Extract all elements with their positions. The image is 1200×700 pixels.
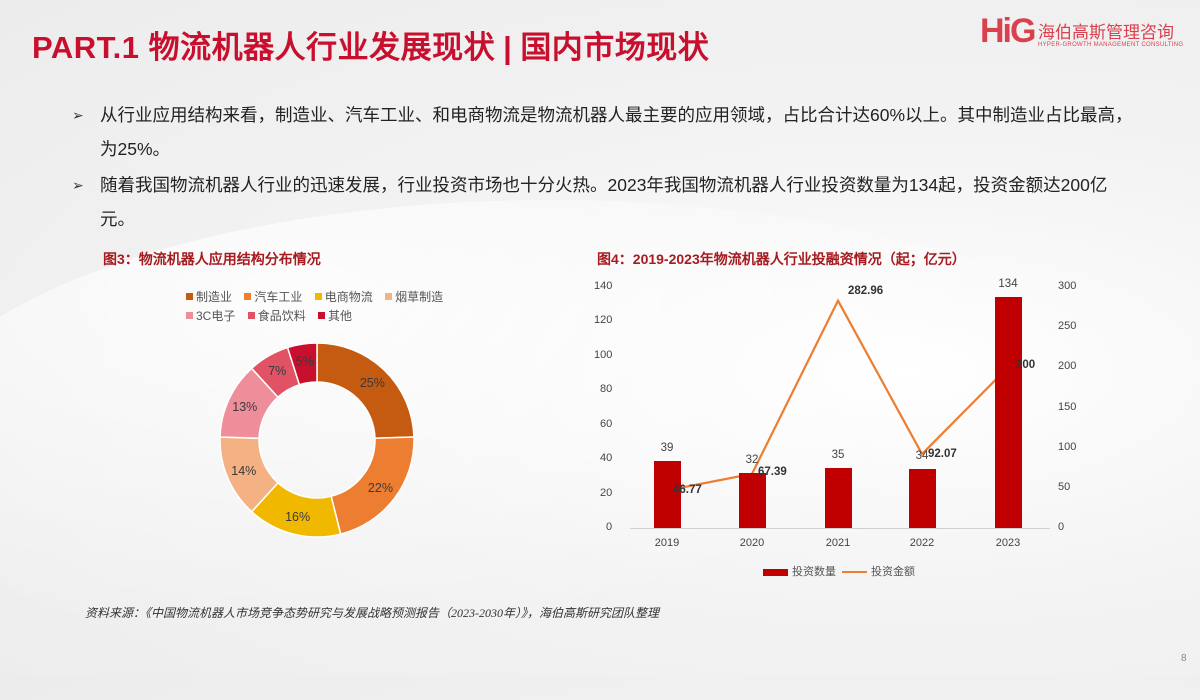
line-value-label: 67.39 [758,465,787,478]
bullet-item: ➢ 从行业应用结构来看，制造业、汽车工业、和电商物流是物流机器人最主要的应用领域… [70,98,1140,166]
legend-swatch-icon [385,293,393,301]
bar-value-label: 134 [998,278,1018,291]
y-left-tick: 140 [594,280,613,292]
bar-investment-count [825,467,852,528]
y-right-tick: 300 [1058,280,1077,292]
donut-slice-label: 16% [285,510,310,524]
bar-investment-count [909,469,936,528]
logo-mark-icon: HiG [980,12,1036,50]
donut-slice-label: 13% [232,400,257,414]
legend-item: 制造业 [186,288,232,307]
legend-swatch-icon [314,293,322,301]
donut-chart: 25% 22% 16% 14% 13% 7% 5% [219,342,415,538]
legend-item: 烟草制造 [385,288,443,307]
figure4-title: 图4：2019-2023年物流机器人行业投融资情况（起；亿元） [597,251,966,267]
bar-value-label: 32 [745,453,759,466]
y-right-tick: 50 [1058,480,1071,493]
donut-slice-label: 25% [360,376,385,390]
y-right-tick: 0 [1058,521,1065,533]
x-tick: 2023 [995,537,1021,549]
x-axis-line [630,528,1050,529]
bullet-text: 从行业应用结构来看，制造业、汽车工业、和电商物流是物流机器人最主要的应用领域，占… [100,105,1133,159]
title-separator: | [503,30,513,65]
bullet-item: ➢ 随着我国物流机器人行业的迅速发展，行业投资市场也十分火热。2023年我国物流… [70,168,1140,236]
y-right-tick: 150 [1058,400,1077,413]
page-title: PART.1 物流机器人行业发展现状 | 国内市场现状 [32,22,709,67]
y-left-tick: 120 [594,314,613,327]
donut-slice-label: 14% [231,464,256,478]
y-right-tick: 250 [1058,320,1077,333]
x-tick: 2020 [739,537,765,549]
page-number: 8 [1181,653,1187,664]
donut-slice-label: 5% [296,354,314,368]
bar-value-label: 34 [915,450,929,463]
x-tick: 2022 [909,537,935,549]
legend-swatch-icon [247,312,255,320]
legend-swatch-icon [186,312,193,320]
y-left-tick: 100 [594,348,613,361]
donut-slice [286,342,318,386]
legend-swatch-icon [186,293,193,301]
donut-slice-label: 22% [368,481,393,495]
arrow-bullet-icon: ➢ [72,177,84,193]
bar-investment-count [995,297,1022,528]
legend-swatch-icon [318,312,326,320]
bar-investment-count [654,460,681,528]
combo-chart: 0 20 40 60 80 100 120 140 0 50 100 150 200 250 300 2019… [590,275,1076,555]
legend-item: 3C电子 [186,307,235,326]
legend-item: 电商物流 [314,288,373,307]
title-sub: 国内市场现状 [520,30,710,65]
legend-line-label: 投资金额 [871,566,915,578]
source-note: 资料来源：《中国物流机器人市场竞争态势研究与发展战略预测报告（2023-2030… [85,606,660,620]
line-value-label: 92.07 [928,448,957,461]
donut-legend: 制造业 汽车工业 电商物流 烟草制造 3C电子 食品饮料 其他 [186,288,466,326]
bullet-list: ➢ 从行业应用结构来看，制造业、汽车工业、和电商物流是物流机器人最主要的应用领域… [70,98,1140,238]
donut-slice [316,342,415,439]
bullet-text: 随着我国物流机器人行业的迅速发展，行业投资市场也十分火热。2023年我国物流机器… [100,175,1108,229]
y-right-tick: 200 [1058,360,1077,373]
legend-item: 其他 [318,307,352,326]
arrow-bullet-icon: ➢ [72,107,84,123]
y-right-tick: 100 [1058,440,1077,453]
line-value-label: 282.96 [848,284,884,297]
legend-swatch-icon [244,293,252,301]
y-left-tick: 0 [606,521,613,533]
logo-name-en: HYPER-GROWTH MANAGEMENT CONSULTING [1038,42,1184,48]
line-value-label: 200 [1016,359,1036,372]
legend-item: 汽车工业 [244,288,302,307]
logo-name-cn: 海伯高斯管理咨询 [1038,23,1174,42]
combo-legend: 投资数量 投资金额 [763,563,915,579]
y-left-tick: 80 [600,383,613,396]
y-left-tick: 20 [600,486,613,499]
investment-amount-line [666,298,1009,492]
line-value-label: 46.77 [673,484,702,497]
figure3-title: 图3：物流机器人应用结构分布情况 [103,251,321,267]
bar-legend-swatch-icon [763,568,788,576]
x-tick: 2021 [825,537,851,549]
bar-value-label: 35 [831,448,845,461]
company-logo: HiG 海伯高斯管理咨询 HYPER-GROWTH MANAGEMENT CON… [980,10,1200,60]
donut-slice-label: 7% [268,364,286,378]
x-tick: 2019 [654,537,680,549]
legend-bar-label: 投资数量 [792,566,836,578]
legend-item: 食品饮料 [247,307,306,326]
y-left-tick: 60 [600,417,613,430]
title-part: PART.1 物流机器人行业发展现状 [32,30,496,65]
bar-value-label: 39 [660,441,674,454]
bar-investment-count [739,472,766,528]
y-left-tick: 40 [600,452,613,465]
line-legend-swatch-icon [842,571,867,574]
